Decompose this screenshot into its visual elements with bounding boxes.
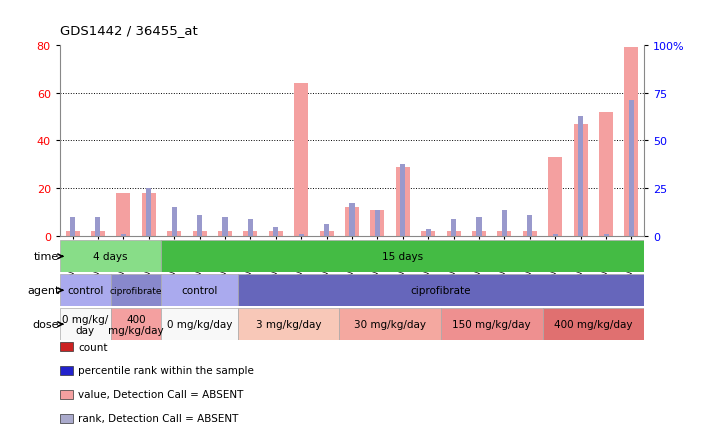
Text: 0 mg/kg/day: 0 mg/kg/day [167,319,232,329]
Bar [401,165,406,237]
Text: 4 days: 4 days [94,252,128,262]
Text: value, Detection Call = ABSENT: value, Detection Call = ABSENT [78,390,244,399]
Bar [370,210,384,237]
Bar [244,232,258,237]
Text: ciprofibrate: ciprofibrate [110,286,163,295]
Text: 400
mg/kg/day: 400 mg/kg/day [108,314,164,335]
Bar [599,112,613,237]
Bar [193,232,206,237]
Bar [498,232,511,237]
Text: agent: agent [27,286,59,296]
Bar [543,309,644,340]
Bar [502,210,507,237]
Text: GDS1442 / 36455_at: GDS1442 / 36455_at [60,24,198,37]
Bar [396,167,410,237]
Bar [349,203,355,237]
Bar [60,309,111,340]
Bar [523,232,537,237]
Text: dose: dose [33,319,59,329]
Text: 3 mg/kg/day: 3 mg/kg/day [256,319,321,329]
Text: 0 mg/kg/
day: 0 mg/kg/ day [62,314,108,335]
Text: 150 mg/kg/day: 150 mg/kg/day [453,319,531,329]
Text: 400 mg/kg/day: 400 mg/kg/day [554,319,633,329]
Bar [624,48,639,237]
Bar [578,117,583,237]
Bar [553,234,558,237]
Bar [91,232,105,237]
Bar [218,232,232,237]
Bar [269,232,283,237]
Text: control: control [67,286,103,296]
Bar [426,229,431,237]
Bar [121,234,126,237]
Bar [116,194,130,237]
Text: 15 days: 15 days [382,252,423,262]
Bar [375,210,380,237]
Bar [574,124,588,237]
Bar [527,215,532,237]
Text: control: control [182,286,218,296]
Bar [477,217,482,237]
Bar [451,220,456,237]
Text: ciprofibrate: ciprofibrate [410,286,471,296]
Bar [96,217,101,237]
Bar [345,208,359,237]
Bar [172,208,177,237]
Bar [238,275,644,306]
Bar [472,232,486,237]
Bar [339,309,441,340]
Text: percentile rank within the sample: percentile rank within the sample [78,366,254,375]
Bar [161,309,238,340]
Bar [441,309,543,340]
Text: rank, Detection Call = ABSENT: rank, Detection Call = ABSENT [78,414,239,423]
Bar [161,275,238,306]
Text: count: count [78,342,108,352]
Bar [298,234,303,237]
Bar [60,241,161,273]
Bar [294,84,308,237]
Bar [248,220,253,237]
Bar [60,275,111,306]
Bar [197,215,202,237]
Bar [238,309,339,340]
Bar [324,225,329,237]
Bar [320,232,334,237]
Bar [629,100,634,237]
Bar [603,234,608,237]
Bar [222,217,227,237]
Bar [446,232,460,237]
Bar [273,227,278,237]
Bar [167,232,181,237]
Bar [421,232,435,237]
Bar [548,158,562,237]
Text: 30 mg/kg/day: 30 mg/kg/day [354,319,426,329]
Bar [111,275,161,306]
Bar [70,217,75,237]
Bar [142,194,156,237]
Bar [111,309,161,340]
Bar [146,189,151,237]
Bar [161,241,644,273]
Bar [65,232,80,237]
Text: time: time [34,252,59,262]
